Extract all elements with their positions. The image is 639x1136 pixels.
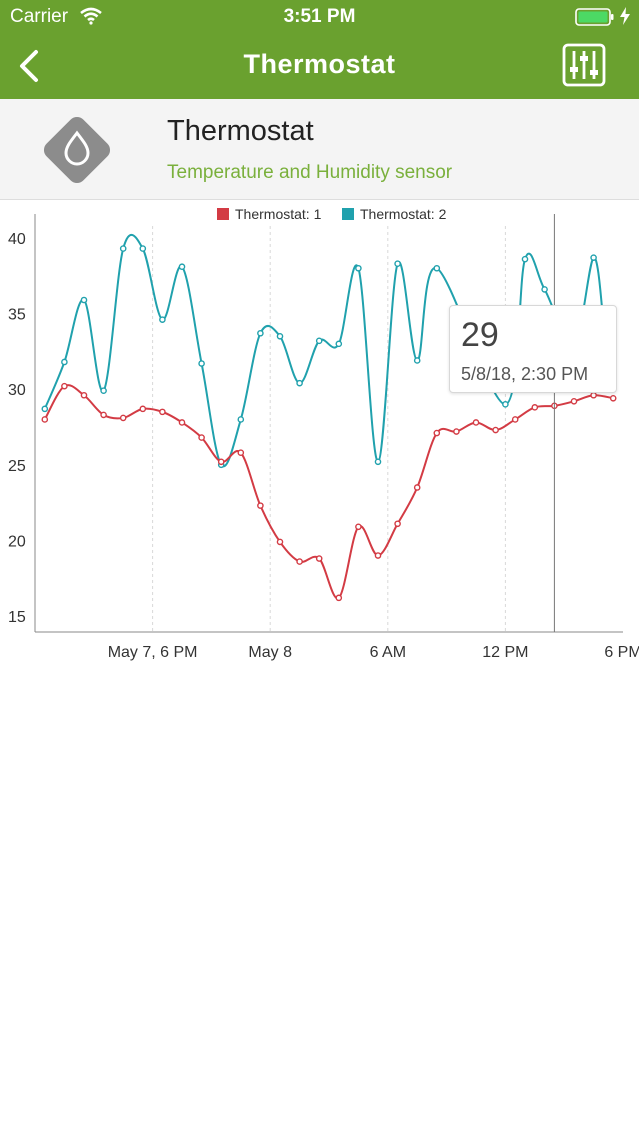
data-point [492,426,499,434]
page-title: Thermostat [243,49,396,79]
data-point [257,502,264,509]
wifi-icon [80,7,102,30]
data-point [394,260,401,268]
data-point [237,416,245,423]
data-point [41,405,49,413]
y-tick-label: 30 [8,382,26,399]
data-point [394,520,401,528]
data-point [159,408,166,416]
data-point [433,264,441,272]
series-line [43,384,614,599]
data-point [433,429,441,437]
data-point [159,316,166,323]
data-point [472,419,480,426]
device-header: Thermostat Temperature and Humidity sens… [0,99,639,200]
data-point [335,594,343,602]
back-button[interactable] [14,48,50,84]
status-time: 3:51 PM [283,6,356,27]
carrier-label: Carrier [10,6,69,27]
tooltip-date: 5/8/18, 2:30 PM [461,364,589,384]
data-point [541,286,548,293]
x-tick-label: May 7, 6 PM [108,644,198,661]
data-point [139,245,147,252]
data-point [276,538,284,546]
device-description: Temperature and Humidity sensor [167,162,453,183]
data-point [609,394,617,402]
water-drop-icon [43,116,111,184]
data-point [257,329,264,337]
data-point [374,552,382,559]
data-point [61,382,68,390]
data-point [355,523,362,531]
x-tick-label: 12 PM [482,644,528,661]
data-point [453,428,460,435]
x-tick-label: 6 AM [370,644,406,661]
status-bar: Carrier 3:51 PM [0,0,639,34]
data-point [296,379,303,387]
data-point [296,558,303,565]
data-point [511,416,519,423]
y-tick-label: 25 [8,458,26,475]
sliders-icon [562,43,606,87]
data-point [119,414,127,422]
data-point [80,296,88,304]
data-point [413,484,421,491]
data-point [590,254,597,261]
y-tick-label: 35 [8,307,26,324]
nav-bar: Thermostat [0,34,639,99]
device-icon [36,109,118,191]
data-point [198,434,205,441]
data-point [237,449,245,457]
legend-swatch [217,208,229,220]
data-point [100,387,107,395]
legend-label: Thermostat: 2 [360,206,447,222]
y-tick-label: 15 [8,609,26,626]
data-point [413,357,421,364]
data-point [61,358,68,366]
x-tick-label: 6 PM [604,644,639,661]
data-point [521,255,529,263]
data-point [355,264,362,272]
data-point [315,337,323,345]
data-point [315,555,323,562]
charging-bolt-icon [619,6,631,31]
data-point [531,404,539,411]
data-point [570,397,578,405]
legend-label: Thermostat: 1 [235,206,322,222]
data-point [139,405,147,413]
line-chart[interactable]: 15 20 25 30 35 40 May 7, 6 PM May 8 6 AM 12 PM 6 P… [0,200,639,670]
data-point [100,411,107,419]
data-point [119,245,127,252]
chevron-left-icon [20,50,38,82]
settings-button[interactable] [562,43,606,87]
x-tick-label: May 8 [248,644,292,661]
device-name: Thermostat [167,115,314,147]
data-point [198,360,205,367]
chart-tooltip: 29 5/8/18, 2:30 PM [449,305,617,393]
data-point [335,340,343,348]
data-point [374,458,382,466]
tooltip-value: 29 [461,316,499,354]
data-point [178,263,186,271]
data-point [217,458,225,466]
data-point [276,332,284,340]
data-point [178,419,186,426]
battery-icon [575,7,615,32]
legend-swatch [342,208,354,220]
data-point [590,391,597,399]
data-point [41,416,49,423]
chart[interactable]: 15 20 25 30 35 40 May 7, 6 PM May 8 6 AM 12 PM 6 P… [0,200,639,670]
y-tick-label: 20 [8,533,26,550]
y-tick-label: 40 [8,231,26,248]
data-point [80,391,88,399]
data-point [502,401,509,408]
